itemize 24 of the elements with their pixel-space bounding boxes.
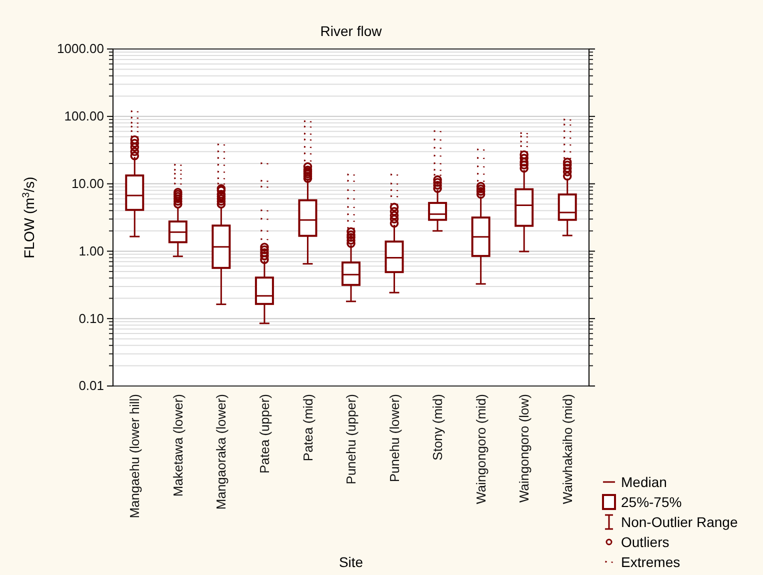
y-tick-label: 0.10 (78, 310, 104, 326)
chart-title: River flow (320, 23, 383, 39)
x-tick-label: Mangaehu (lower hill) (127, 394, 142, 518)
y-tick-label: 100.00 (64, 108, 104, 124)
text: Outliers (621, 534, 670, 550)
x-tick-label: Waingongoro (low) (516, 394, 532, 503)
x-tick-label: Punehu (lower) (386, 394, 402, 482)
x-axis-title: Site (338, 554, 364, 570)
text: Median (621, 474, 667, 490)
x-tick-label: Maketawa (lower) (170, 394, 186, 497)
legend-label: Extremes (621, 554, 680, 570)
y-tick-label: 1000.00 (57, 41, 104, 56)
x-tick-label: Patea (mid) (300, 394, 316, 462)
x-tick-label: Waingongoro (mid) (473, 394, 488, 504)
x-tick-label: Patea (upper) (257, 394, 272, 474)
y-tick-label: 0.01 (78, 378, 104, 394)
x-tick-label: Waiwhakaiho (mid) (560, 394, 575, 504)
x-tick-label: Mangaoraka (lower) (214, 394, 229, 510)
text: 25%-75% (621, 494, 682, 510)
y-tick-label: 1.00 (78, 243, 104, 258)
y-tick-label: 10.00 (71, 176, 104, 191)
text: Non-Outlier Range (621, 514, 738, 530)
x-tick-label: Stony (mid) (430, 394, 446, 460)
x-tick-label: Punehu (upper) (344, 394, 359, 484)
